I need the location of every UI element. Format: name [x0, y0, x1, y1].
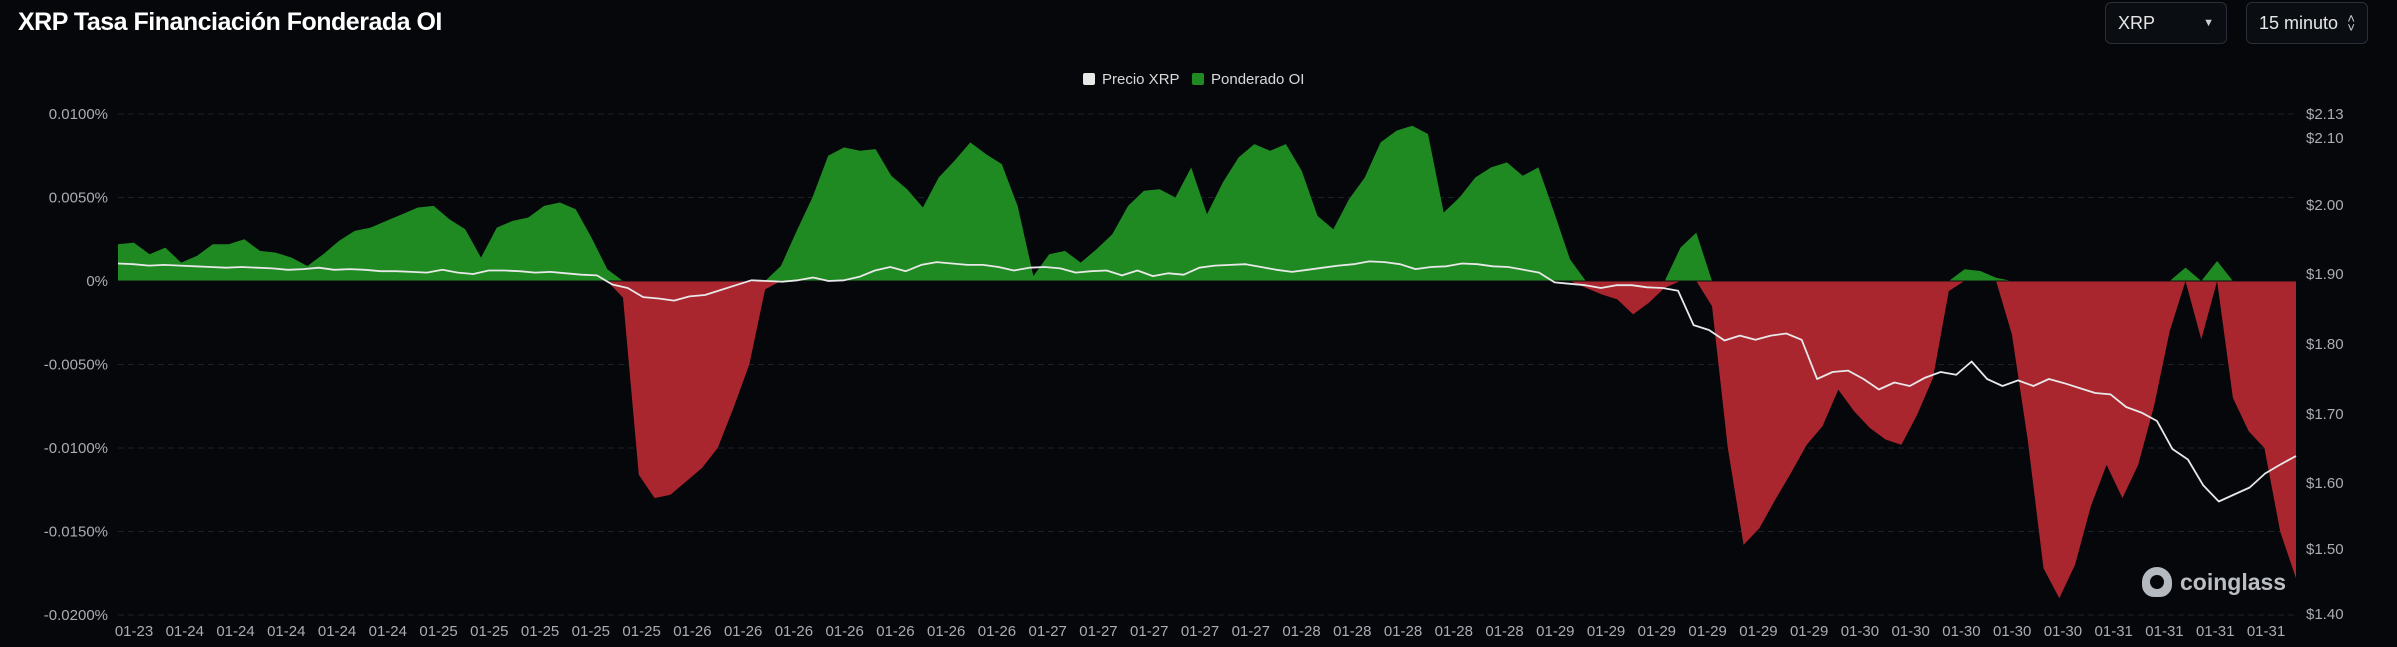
x-tick-label: 01-26 [825, 623, 863, 640]
x-tick-label: 01-27 [1130, 623, 1168, 640]
x-axis: 01-23 01-24 01-24 01-24 01-24 01-24 01-25 01-25… [115, 623, 2285, 640]
x-tick-label: 01-29 [1688, 623, 1726, 640]
price-line-layer [117, 260, 2297, 503]
y-right-tick-label: $2.00 [2306, 197, 2344, 214]
x-tick-label: 01-25 [572, 623, 610, 640]
x-tick-label: 01-28 [1435, 623, 1473, 640]
x-tick-label: 01-27 [1079, 623, 1117, 640]
y-left-tick-label: -0.0050% [44, 357, 108, 374]
y-right-tick-label: $2.13 [2306, 106, 2344, 123]
coinglass-watermark: coinglass [2142, 567, 2286, 597]
y-right-tick-label: $1.50 [2306, 541, 2344, 558]
legend-label-ponderado: Ponderado OI [1211, 71, 1304, 88]
left-y-axis: 0.0100% 0.0050% 0% -0.0050% -0.0100% -0.0150%… [44, 106, 108, 624]
y-left-tick-label: -0.0150% [44, 524, 108, 541]
y-left-tick-label: 0% [86, 273, 108, 290]
x-tick-label: 01-24 [267, 623, 305, 640]
x-tick-label: 01-27 [1181, 623, 1219, 640]
x-tick-label: 01-26 [927, 623, 965, 640]
watermark-text: coinglass [2180, 568, 2287, 595]
x-tick-label: 01-23 [115, 623, 153, 640]
interval-select-value: 15 minuto [2259, 12, 2339, 33]
legend-swatch-ponderado [1192, 73, 1204, 85]
x-tick-label: 01-30 [1891, 623, 1929, 640]
oi-negative-area [118, 281, 2296, 599]
y-left-tick-label: 0.0100% [49, 106, 108, 123]
x-tick-label: 01-26 [724, 623, 762, 640]
x-tick-label: 01-28 [1282, 623, 1320, 640]
x-tick-label: 01-31 [2145, 623, 2183, 640]
x-tick-label: 01-31 [2247, 623, 2285, 640]
x-tick-label: 01-29 [1536, 623, 1574, 640]
y-right-tick-label: $1.80 [2306, 336, 2344, 353]
oi-positive-area [118, 125, 2296, 281]
x-tick-label: 01-30 [1993, 623, 2031, 640]
x-tick-label: 01-28 [1485, 623, 1523, 640]
x-tick-label: 01-29 [1638, 623, 1676, 640]
y-right-tick-label: $2.10 [2306, 130, 2344, 147]
x-tick-label: 01-28 [1333, 623, 1371, 640]
x-tick-label: 01-30 [1841, 623, 1879, 640]
x-tick-label: 01-28 [1384, 623, 1422, 640]
x-tick-label: 01-27 [1029, 623, 1067, 640]
x-tick-label: 01-26 [673, 623, 711, 640]
interval-select[interactable]: 15 minuto ˄ ˅ [2246, 2, 2368, 44]
x-tick-label: 01-30 [2044, 623, 2082, 640]
x-tick-label: 01-31 [2196, 623, 2234, 640]
x-tick-label: 01-29 [1587, 623, 1625, 640]
x-tick-label: 01-27 [1232, 623, 1270, 640]
x-tick-label: 01-24 [166, 623, 204, 640]
up-down-chevron-icon: ˄ ˅ [2347, 11, 2355, 35]
x-tick-label: 01-26 [775, 623, 813, 640]
chevron-down-icon: ▼ [2203, 17, 2214, 29]
legend-swatch-precio [1083, 73, 1095, 85]
oi-area-layer [118, 125, 2296, 599]
x-tick-label: 01-25 [521, 623, 559, 640]
symbol-select[interactable]: XRP ▼ [2105, 2, 2227, 44]
x-tick-label: 01-24 [318, 623, 356, 640]
right-y-axis: $2.13 $2.10 $2.00 $1.90 $1.80 $1.70 $1.60 $1.50… [2306, 106, 2344, 623]
x-tick-label: 01-26 [876, 623, 914, 640]
x-tick-label: 01-29 [1790, 623, 1828, 640]
y-right-tick-label: $1.70 [2306, 406, 2344, 423]
y-left-tick-label: -0.0200% [44, 607, 108, 624]
x-tick-label: 01-24 [369, 623, 407, 640]
x-tick-label: 01-31 [2095, 623, 2133, 640]
legend-label-precio: Precio XRP [1102, 71, 1180, 88]
symbol-select-value: XRP [2118, 12, 2156, 33]
xrp-price-line [117, 260, 2297, 503]
chart-legend[interactable]: Precio XRP Ponderado OI [1083, 71, 1304, 88]
x-tick-label: 01-24 [216, 623, 254, 640]
y-left-tick-label: -0.0100% [44, 440, 108, 457]
x-tick-label: 01-25 [419, 623, 457, 640]
coinglass-logo-icon [2142, 567, 2172, 597]
y-right-tick-label: $1.40 [2306, 606, 2344, 623]
x-tick-label: 01-30 [1942, 623, 1980, 640]
y-right-tick-label: $1.60 [2306, 475, 2344, 492]
x-tick-label: 01-25 [470, 623, 508, 640]
y-left-tick-label: 0.0050% [49, 190, 108, 207]
y-right-tick-label: $1.90 [2306, 266, 2344, 283]
page-title: XRP Tasa Financiación Fonderada OI [18, 8, 442, 36]
x-tick-label: 01-29 [1739, 623, 1777, 640]
x-tick-label: 01-25 [622, 623, 660, 640]
x-tick-label: 01-26 [978, 623, 1016, 640]
